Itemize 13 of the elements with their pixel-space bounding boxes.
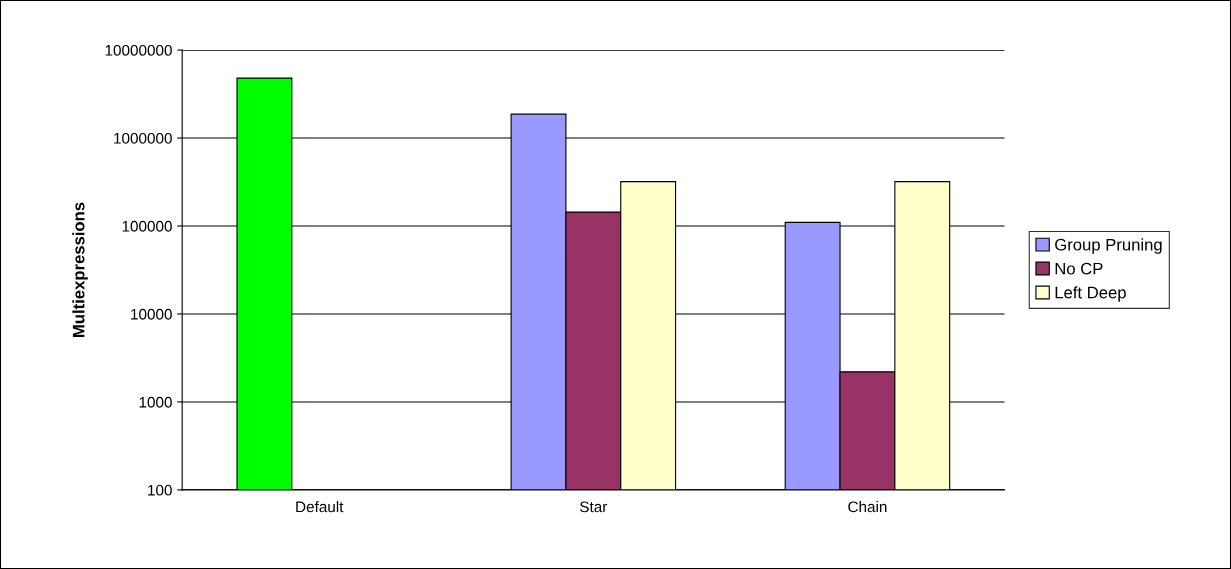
legend-label: Group Pruning bbox=[1055, 238, 1162, 254]
y-tick-label: 1000000 bbox=[114, 132, 172, 144]
legend-label: No CP bbox=[1055, 262, 1103, 275]
legend-label: Left Deep bbox=[1055, 286, 1126, 302]
y-tick-label: 100000 bbox=[122, 220, 172, 232]
x-tick-label: Star bbox=[580, 501, 608, 513]
x-tick-label: Default bbox=[296, 501, 344, 513]
x-tick-label: Chain bbox=[848, 501, 887, 513]
y-tick-label: 100 bbox=[148, 484, 172, 496]
y-tick-label: 10000 bbox=[131, 308, 172, 320]
y-axis-title: Multiexpressions bbox=[72, 202, 88, 337]
y-tick-label: 10000000 bbox=[105, 44, 172, 56]
y-tick-label: 1000 bbox=[139, 396, 172, 408]
